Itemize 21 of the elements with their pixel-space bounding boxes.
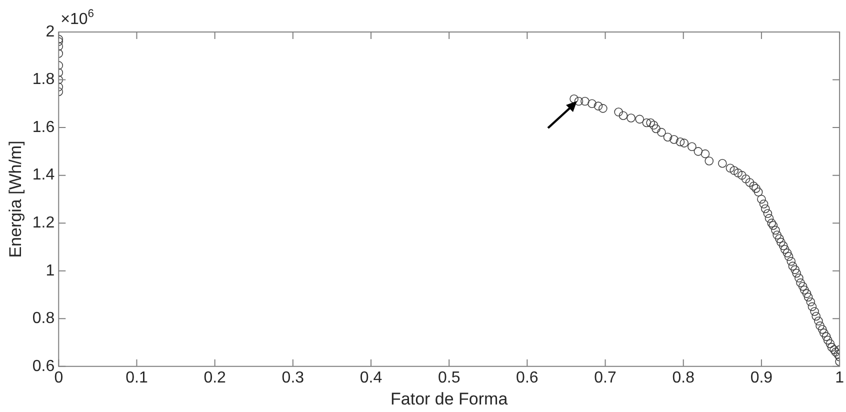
x-tick-label: 0.7 (594, 369, 616, 386)
y-tick-label: 2 (46, 23, 55, 40)
x-tick-label: 0 (54, 369, 64, 386)
y-tick-label: 1.8 (32, 71, 55, 88)
x-tick-label: 0.1 (126, 369, 148, 386)
y-tick-label: 0.8 (32, 310, 55, 328)
y-tick-label: 1 (46, 262, 55, 280)
x-tick-label: 0.5 (438, 369, 460, 386)
y-tick-label: 1.2 (32, 214, 55, 232)
x-tick-label: 0.4 (360, 369, 382, 386)
x-tick-label: 1 (835, 369, 844, 386)
x-tick-label: 0.9 (750, 369, 773, 386)
x-axis-title: Fator de Forma (390, 389, 508, 408)
x-tick-label: 0.2 (204, 369, 226, 386)
y-tick-label: 1.6 (32, 118, 55, 136)
x-tick-label: 0.3 (282, 369, 304, 386)
y-axis-title: Energia [Wh/m] (6, 140, 25, 258)
y-tick-label: 1.4 (32, 166, 55, 184)
y-tick-label: 0.6 (32, 358, 55, 375)
x-tick-label: 0.6 (516, 369, 538, 386)
x-tick-label: 0.8 (672, 369, 695, 386)
